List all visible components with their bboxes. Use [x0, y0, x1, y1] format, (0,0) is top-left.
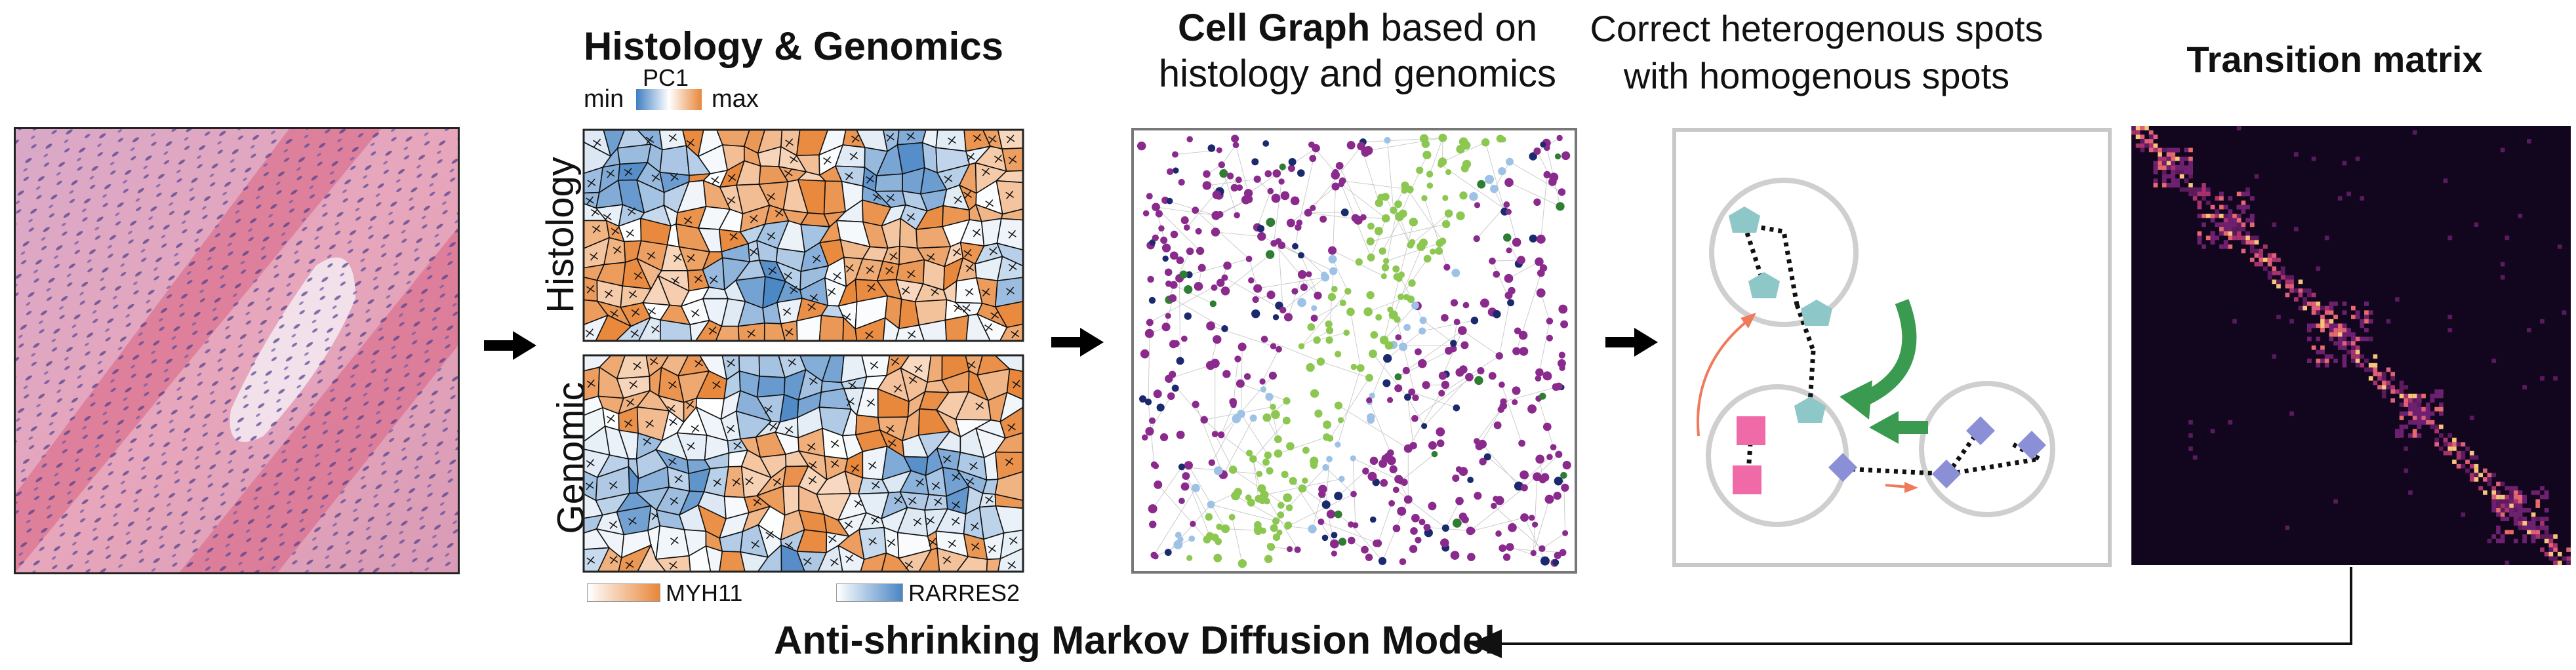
myh11-legend-label: MYH11	[666, 580, 743, 606]
correction-title-line1: Correct heterogenous spots	[1590, 8, 2043, 49]
histology-map	[582, 128, 1024, 342]
cell-graph-title-bold: Cell Graph	[1177, 7, 1371, 49]
left-spot	[1706, 384, 1849, 527]
correction-title: Correct heterogenous spots with homogeno…	[1574, 5, 2059, 100]
colorbar-min-label: min	[584, 85, 624, 113]
arrow-right-icon	[1051, 328, 1104, 357]
arrow-left-icon	[1469, 629, 1502, 658]
transition-matrix	[2131, 126, 2571, 565]
cell-graph-title: Cell Graph based on histology and genomi…	[1115, 5, 1600, 97]
cell-graph	[1131, 128, 1577, 574]
rarres2-legend-label: RARRES2	[908, 580, 1020, 606]
pc1-label: PC1	[643, 64, 689, 91]
tissue-image	[14, 127, 460, 574]
arrow-right-icon	[484, 331, 536, 360]
histology-row-label: Histology	[538, 157, 582, 313]
genomic-map	[582, 354, 1024, 573]
cell-graph-title-line2: histology and genomics	[1158, 52, 1557, 95]
right-spot	[1919, 381, 2055, 517]
histology-genomics-title: Histology & Genomics	[583, 24, 1004, 68]
rarres2-legend-swatch	[836, 583, 903, 602]
transition-matrix-title: Transition matrix	[2186, 39, 2483, 80]
colorbar-max-label: max	[712, 85, 759, 113]
arrow-right-icon	[1605, 328, 1658, 357]
myh11-legend-swatch	[587, 583, 660, 602]
bottom-model-label: Anti-shrinking Markov Diffusion Model	[773, 618, 1495, 662]
pc1-colorbar	[636, 89, 702, 110]
cell-graph-title-rest: based on	[1370, 7, 1538, 49]
correction-diagram	[1672, 128, 2112, 567]
correction-title-line2: with homogenous spots	[1623, 55, 2010, 96]
feedback-arrow	[1469, 567, 2352, 658]
top-spot	[1709, 178, 1859, 327]
